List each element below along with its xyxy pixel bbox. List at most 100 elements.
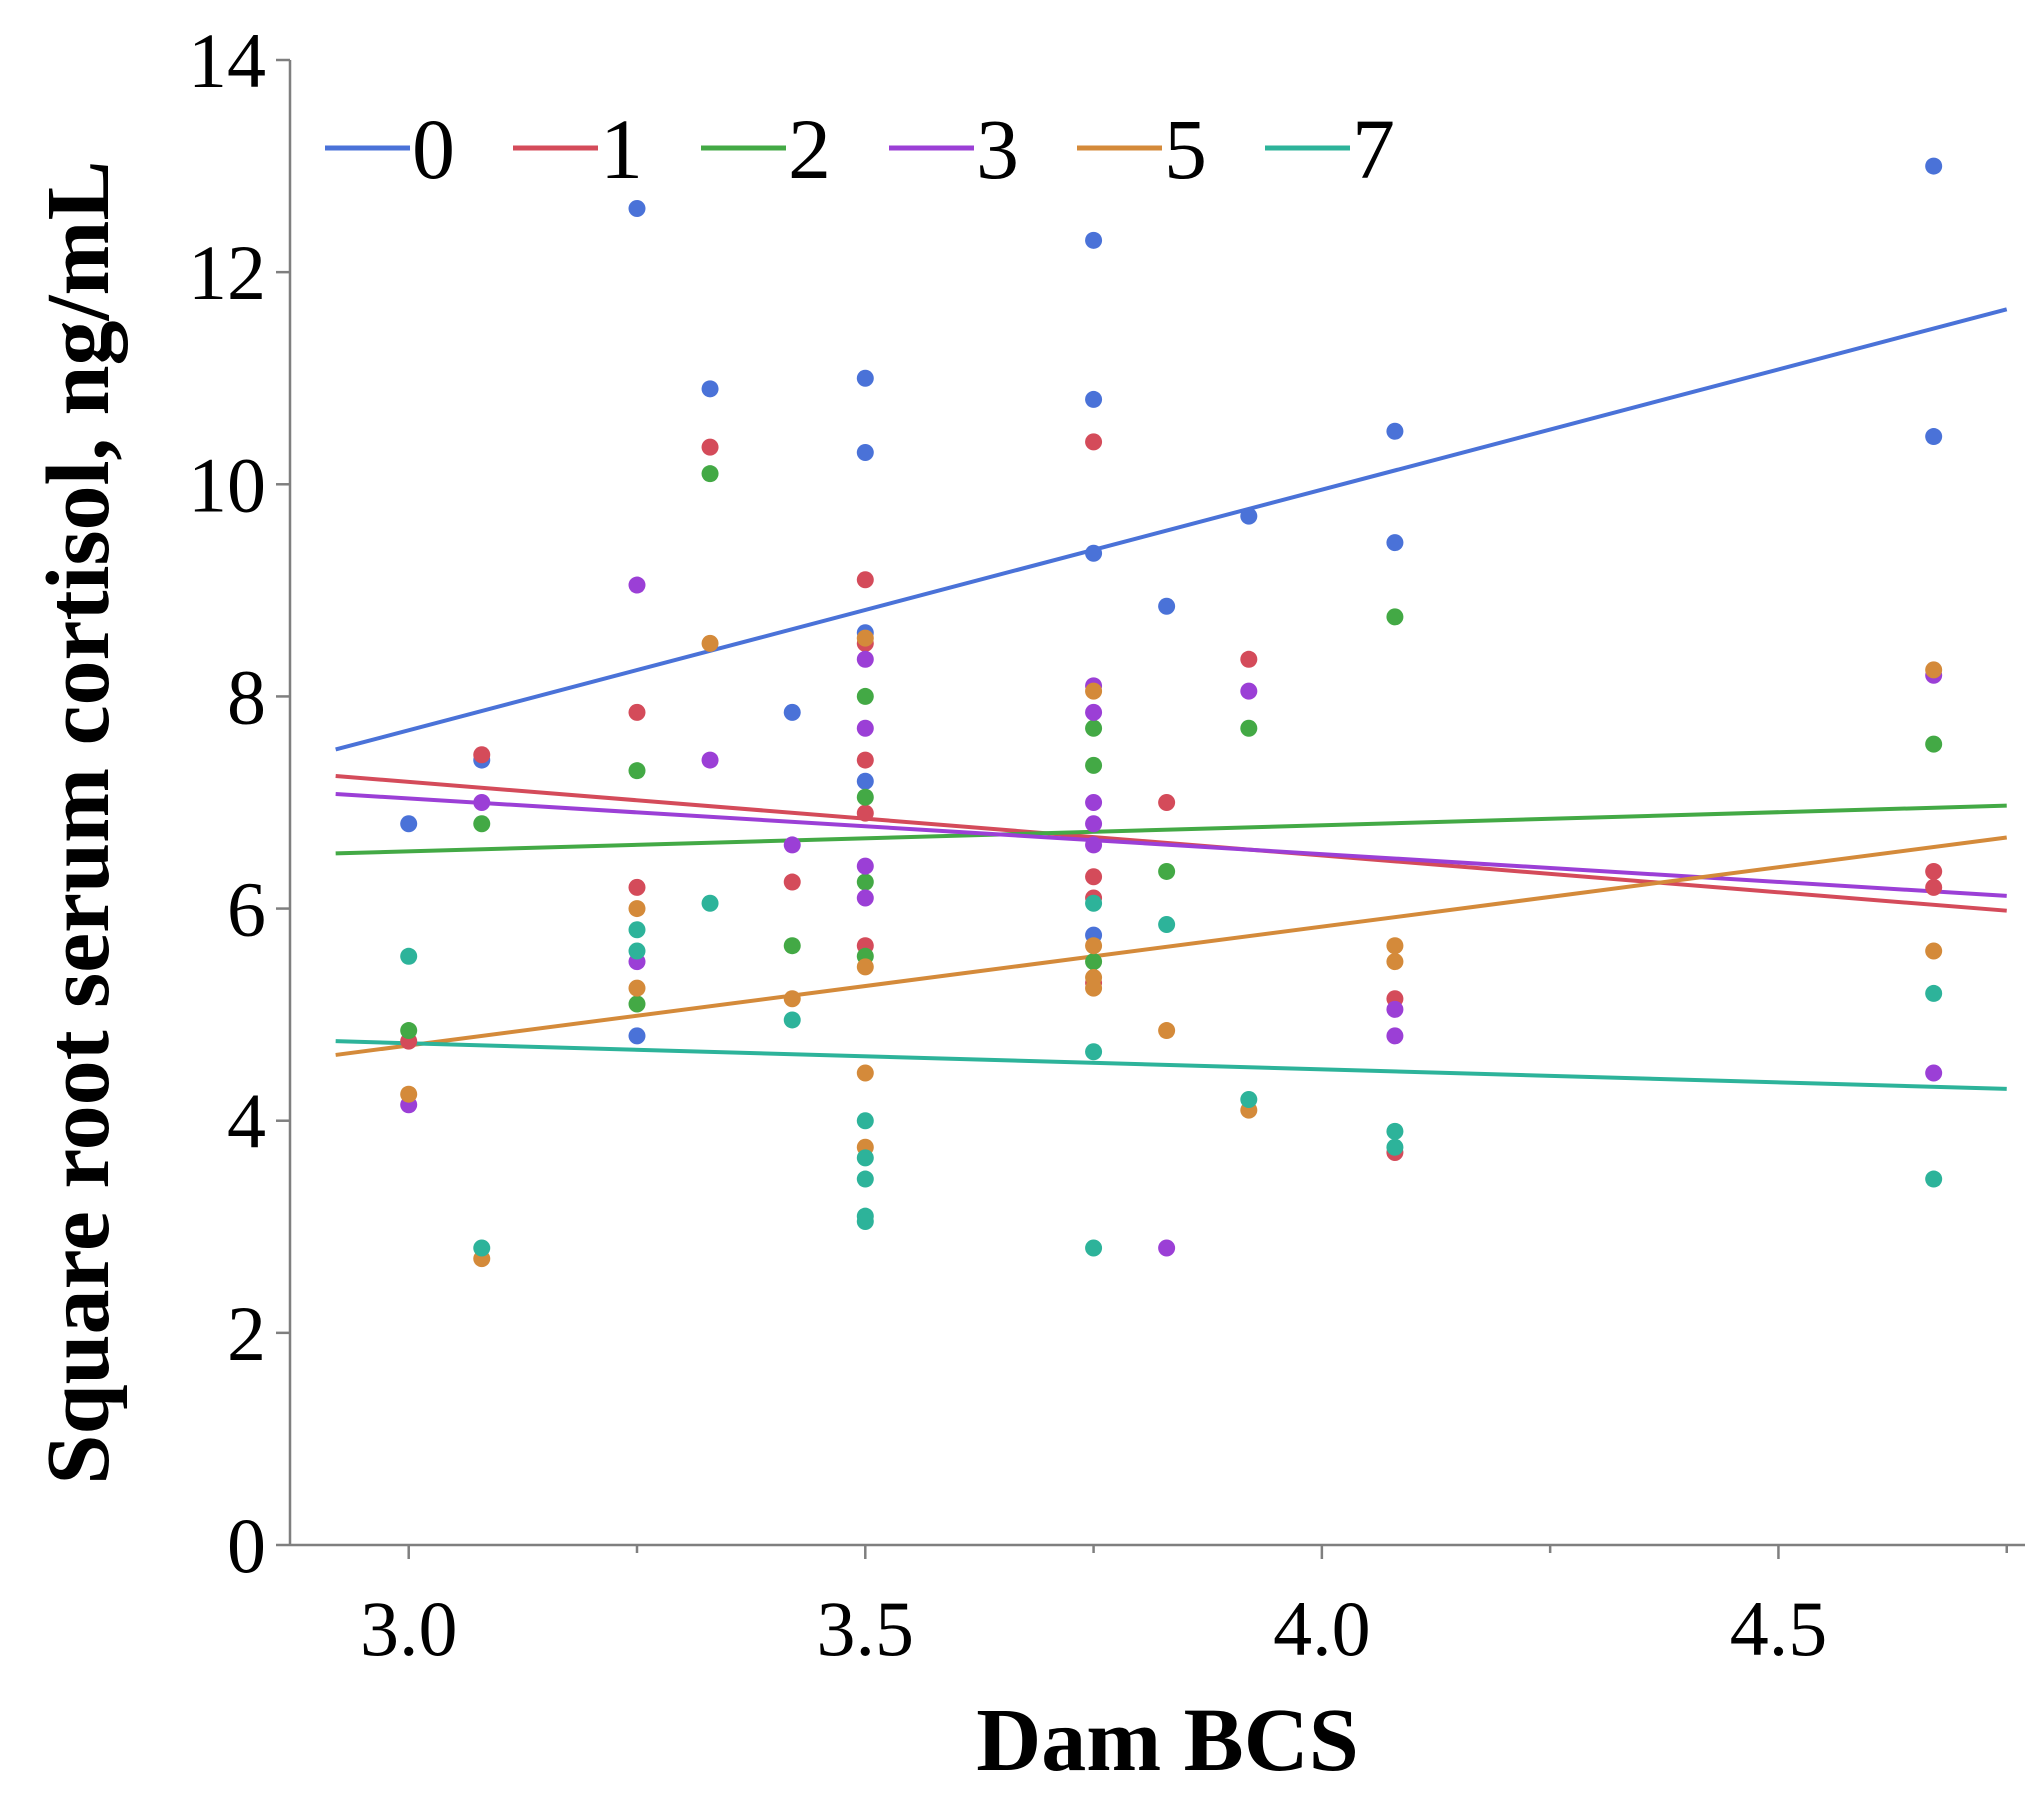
y-tick-label: 0 [227, 1502, 266, 1589]
point-series-1 [1085, 868, 1103, 886]
point-series-0 [400, 815, 418, 833]
point-series-5 [1925, 661, 1943, 679]
point-series-7 [1085, 1239, 1103, 1257]
point-series-3 [1085, 836, 1103, 854]
point-series-3 [628, 576, 646, 594]
fit-line-0 [335, 307, 2008, 752]
point-series-7 [400, 947, 418, 965]
data-points [400, 157, 1943, 1268]
point-series-3 [1240, 682, 1258, 700]
point-series-0 [1386, 422, 1404, 440]
point-series-7 [1925, 1170, 1943, 1188]
point-series-2 [1925, 735, 1943, 753]
point-series-3 [1925, 1064, 1943, 1082]
y-tick-label: 2 [227, 1290, 266, 1377]
point-series-7 [1386, 1138, 1404, 1156]
point-series-7 [1925, 984, 1943, 1002]
point-series-2 [1085, 719, 1103, 737]
point-series-2 [701, 465, 719, 483]
point-series-2 [1240, 719, 1258, 737]
point-series-7 [1158, 915, 1176, 933]
point-series-3 [856, 857, 874, 875]
point-series-5 [783, 990, 801, 1008]
point-series-3 [856, 650, 874, 668]
point-series-5 [1085, 937, 1103, 955]
point-series-0 [701, 380, 719, 398]
point-series-0 [1158, 597, 1176, 615]
point-series-5 [1925, 942, 1943, 960]
point-series-7 [628, 942, 646, 960]
point-series-0 [628, 200, 646, 217]
point-series-5 [1386, 937, 1404, 955]
point-series-7 [701, 894, 719, 912]
x-axis-title: Dam BCS [976, 1691, 1359, 1790]
point-series-3 [856, 889, 874, 907]
y-tick-label: 8 [227, 653, 266, 740]
point-series-5 [1386, 953, 1404, 971]
legend-label-3: 3 [976, 101, 1019, 197]
x-tick-label: 4.5 [1730, 1585, 1828, 1672]
point-series-0 [856, 369, 874, 387]
point-series-0 [856, 772, 874, 790]
point-series-1 [628, 878, 646, 896]
x-tick-label: 3.5 [817, 1585, 915, 1672]
point-series-0 [1386, 534, 1404, 552]
point-series-2 [628, 995, 646, 1013]
fit-line-5 [335, 835, 2007, 1057]
point-series-5 [701, 634, 719, 652]
point-series-1 [1925, 862, 1943, 880]
point-series-1 [701, 438, 719, 456]
point-series-2 [783, 937, 801, 955]
point-series-0 [856, 443, 874, 461]
point-series-1 [783, 873, 801, 891]
point-series-2 [1085, 756, 1103, 774]
point-series-5 [856, 1064, 874, 1082]
point-series-0 [628, 1027, 646, 1045]
point-series-7 [1386, 1122, 1404, 1140]
point-series-3 [1085, 815, 1103, 833]
point-series-2 [856, 788, 874, 806]
point-series-2 [1085, 953, 1103, 971]
point-series-1 [1158, 794, 1176, 811]
y-axis-title: Square root serum cortisol, ng/mL [29, 160, 128, 1484]
point-series-3 [701, 751, 719, 769]
point-series-2 [400, 1022, 418, 1040]
legend-label-1: 1 [600, 101, 643, 197]
point-series-5 [1158, 1022, 1176, 1040]
point-series-3 [856, 719, 874, 737]
point-series-7 [856, 1112, 874, 1130]
point-series-1 [856, 751, 874, 769]
point-series-3 [1386, 1027, 1404, 1045]
point-series-5 [628, 900, 646, 918]
y-tick-label: 10 [188, 441, 266, 528]
point-series-0 [1085, 231, 1103, 249]
point-series-7 [628, 921, 646, 939]
point-series-2 [1158, 862, 1176, 880]
point-series-1 [1240, 650, 1258, 668]
point-series-5 [856, 629, 874, 647]
point-series-7 [473, 1239, 491, 1257]
point-series-0 [1085, 390, 1103, 408]
point-series-5 [1085, 979, 1103, 997]
legend-label-2: 2 [788, 101, 831, 197]
fit-line-2 [335, 803, 2007, 856]
point-series-7 [856, 1170, 874, 1188]
point-series-1 [856, 804, 874, 822]
legend-label-5: 5 [1164, 101, 1207, 197]
point-series-5 [856, 958, 874, 976]
point-series-7 [1085, 1043, 1103, 1061]
point-series-0 [1085, 544, 1103, 562]
legend: 0 1 2 3 5 7 [325, 101, 1395, 197]
y-tick-label: 4 [227, 1078, 266, 1165]
y-tick-label: 12 [188, 229, 266, 316]
point-series-2 [1386, 608, 1404, 626]
point-series-3 [1085, 794, 1103, 811]
point-series-0 [1925, 428, 1943, 446]
point-series-1 [1085, 433, 1103, 451]
point-series-2 [856, 687, 874, 705]
point-series-3 [473, 794, 491, 811]
point-series-7 [783, 1011, 801, 1029]
point-series-7 [1085, 894, 1103, 912]
